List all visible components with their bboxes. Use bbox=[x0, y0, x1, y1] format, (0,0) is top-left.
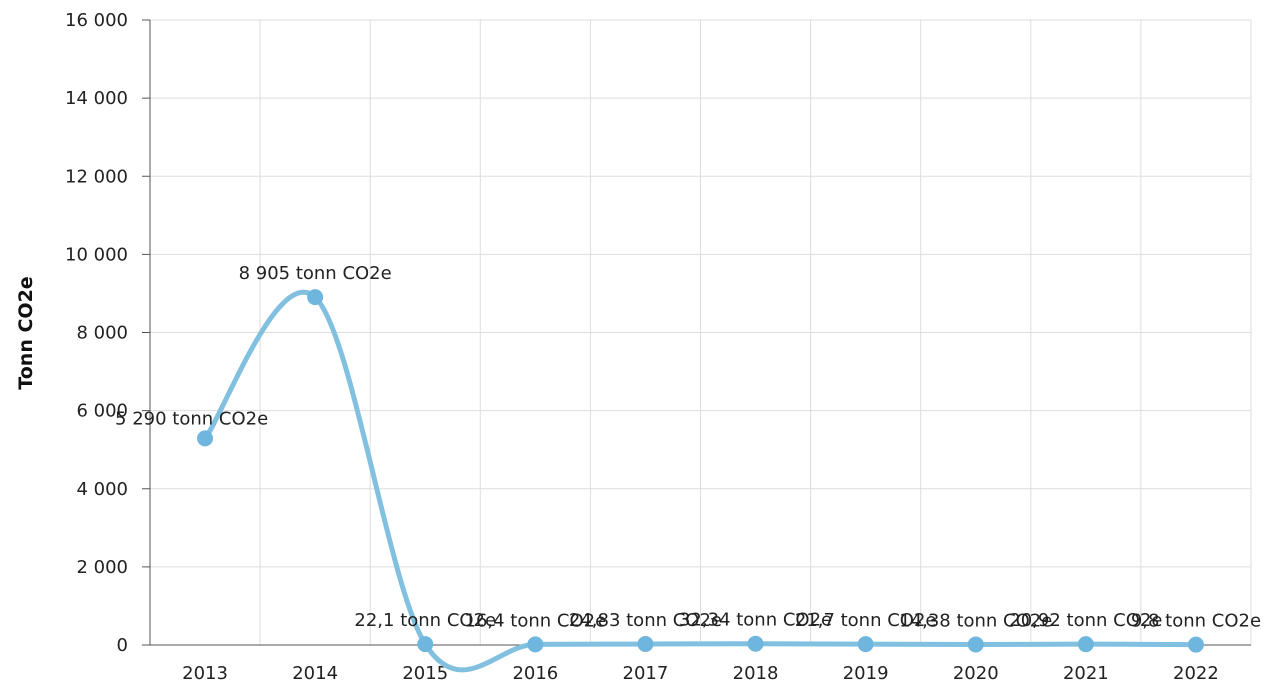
y-tick-label: 4 000 bbox=[76, 479, 128, 500]
series-line bbox=[202, 289, 1199, 673]
x-tick-label: 2021 bbox=[1063, 663, 1109, 684]
y-tick-label: 6 000 bbox=[76, 401, 128, 422]
x-tick-label: 2015 bbox=[402, 663, 448, 684]
x-tick-label: 2013 bbox=[182, 663, 228, 684]
y-tick-label: 14 000 bbox=[65, 88, 128, 109]
data-label: 14,38 tonn CO2e bbox=[899, 610, 1052, 631]
y-tick-label: 12 000 bbox=[65, 166, 128, 187]
data-point[interactable] bbox=[637, 636, 654, 653]
grid bbox=[150, 19, 1252, 645]
x-tick-label: 2022 bbox=[1173, 663, 1219, 684]
data-point[interactable] bbox=[527, 636, 544, 653]
axes: 0 2 000 4 000 6 000 8 000 10 000 12 000 14 000 1… bbox=[65, 10, 1251, 684]
x-tick-label: 2018 bbox=[733, 663, 779, 684]
y-tick-label: 10 000 bbox=[65, 244, 128, 265]
data-label: 32,34 tonn CO2e bbox=[679, 610, 832, 631]
data-point[interactable] bbox=[197, 430, 214, 447]
data-point[interactable] bbox=[857, 636, 874, 653]
data-point[interactable] bbox=[1077, 636, 1094, 653]
data-point[interactable] bbox=[307, 289, 324, 306]
y-tick-label: 16 000 bbox=[65, 10, 128, 31]
data-label: 24,83 tonn CO2e bbox=[569, 610, 722, 631]
data-point[interactable] bbox=[747, 635, 764, 652]
data-point[interactable] bbox=[417, 636, 434, 653]
x-tick-label: 2020 bbox=[953, 663, 999, 684]
data-labels: 5 290 tonn CO2e 8 905 tonn CO2e 22,1 tonn … bbox=[115, 263, 1261, 631]
series bbox=[197, 289, 1204, 673]
data-label: 9,8 tonn CO2e bbox=[1131, 611, 1261, 632]
y-tick-label: 2 000 bbox=[76, 557, 128, 578]
data-label: 16,4 tonn CO2e bbox=[465, 610, 607, 631]
data-label: 20,92 tonn CO2e bbox=[1009, 610, 1162, 631]
x-tick-label: 2014 bbox=[292, 663, 338, 684]
x-tick-label: 2017 bbox=[623, 663, 669, 684]
x-tick-label: 2016 bbox=[512, 663, 558, 684]
data-point[interactable] bbox=[967, 636, 984, 653]
data-label: 8 905 tonn CO2e bbox=[239, 263, 392, 284]
data-label: 21,7 tonn CO2e bbox=[795, 610, 937, 631]
y-axis-title: Tonn CO2e bbox=[15, 276, 37, 389]
data-label: 5 290 tonn CO2e bbox=[115, 408, 268, 429]
x-tick-label: 2019 bbox=[843, 663, 889, 684]
y-tick-label: 0 bbox=[117, 635, 128, 656]
data-label: 22,1 tonn CO2e bbox=[354, 610, 496, 631]
y-tick-label: 8 000 bbox=[76, 323, 128, 344]
data-point[interactable] bbox=[1187, 636, 1204, 653]
